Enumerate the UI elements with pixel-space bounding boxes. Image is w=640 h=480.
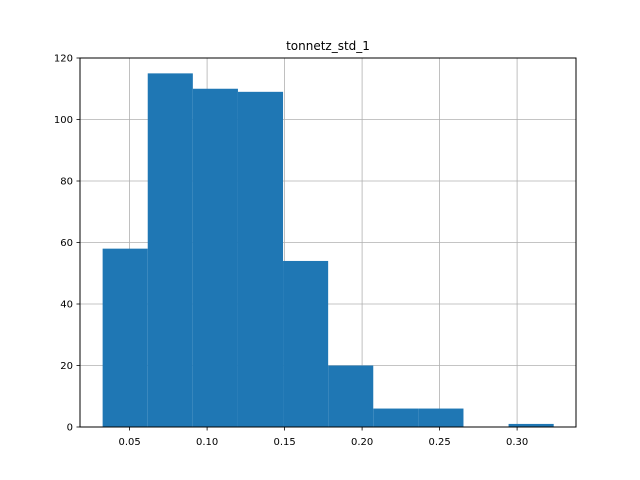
histogram-bar xyxy=(102,248,148,427)
x-tick-label: 0.20 xyxy=(351,437,373,448)
histogram-bar xyxy=(508,423,554,427)
y-tick-label: 80 xyxy=(60,177,73,188)
histogram-bar xyxy=(192,88,238,427)
x-tick-label: 0.05 xyxy=(118,437,140,448)
x-tick-label: 0.30 xyxy=(506,437,528,448)
chart-title: tonnetz_std_1 xyxy=(286,39,370,53)
y-tick-label: 20 xyxy=(60,361,73,372)
y-tick-label: 120 xyxy=(54,54,73,65)
x-tick-label: 0.15 xyxy=(273,437,295,448)
histogram-bar xyxy=(283,260,329,427)
y-tick-label: 100 xyxy=(54,115,73,126)
y-tick-label: 0 xyxy=(67,423,73,434)
histogram-bar xyxy=(237,91,284,427)
y-tick-label: 60 xyxy=(60,238,73,249)
histogram-bars xyxy=(102,73,554,427)
histogram-bar xyxy=(418,408,464,427)
x-tick-label: 0.10 xyxy=(196,437,218,448)
y-tick-label: 40 xyxy=(60,300,73,311)
histogram-bar xyxy=(373,408,419,427)
x-tick-label: 0.25 xyxy=(428,437,450,448)
histogram-bar xyxy=(147,73,193,427)
histogram-bar xyxy=(328,365,374,427)
axis-ticks: 0.05 0.10 0.15 0.20 0.25 0.30 0 20 40 60 80 100 120 xyxy=(54,54,528,449)
